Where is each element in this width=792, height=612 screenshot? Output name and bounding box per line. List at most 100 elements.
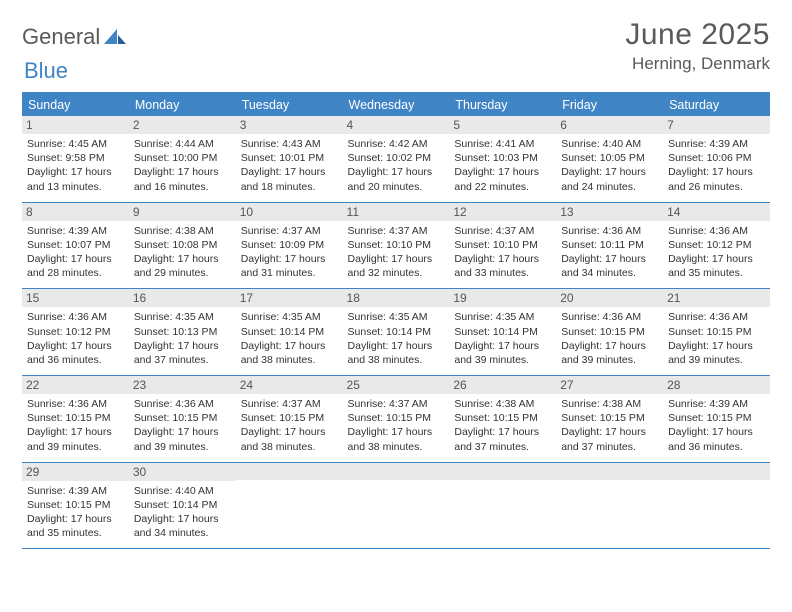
- day-number-bar: 16: [129, 289, 236, 307]
- day-body: [668, 483, 765, 535]
- sunset-line: Sunset: 10:12 PM: [668, 239, 751, 251]
- sunrise-line: Sunrise: 4:40 AM: [561, 138, 641, 150]
- day-number-bar: 12: [449, 203, 556, 221]
- week-row: 22 Sunrise: 4:36 AM Sunset: 10:15 PM Daylig…: [22, 376, 770, 463]
- day-number-bar: 9: [129, 203, 236, 221]
- day-cell: 26Sunrise: 4:38 AMSunset: 10:15 PMDaylig…: [449, 376, 556, 463]
- daylight-line: Daylight: 17 hours and 37 minutes.: [134, 340, 219, 366]
- sunset-line: Sunset: 10:15 PM: [27, 412, 110, 424]
- day-number-bar: 23: [129, 376, 236, 394]
- day-number-bar: 8: [22, 203, 129, 221]
- day-body: Sunrise: 4:36 AMSunset: 10:15 PMDaylight…: [134, 397, 231, 454]
- day-number-bar: 21: [663, 289, 770, 307]
- sunrise-line: Sunrise: 4:36 AM: [27, 398, 107, 410]
- day-cell: 9Sunrise: 4:38 AMSunset: 10:08 PMDayligh…: [129, 202, 236, 289]
- day-cell: 24 Sunrise: 4:37 AMSunset: 10:15 PMDaylig…: [236, 376, 343, 463]
- dow-thursday: Thursday: [449, 93, 556, 116]
- sunset-line: Sunset: 10:08 PM: [134, 239, 217, 251]
- dow-saturday: Saturday: [663, 93, 770, 116]
- daylight-line: Daylight: 17 hours and 24 minutes.: [561, 166, 646, 192]
- day-cell: 7 Sunrise: 4:39 AMSunset: 10:06 PMDayligh…: [663, 116, 770, 202]
- day-number-bar: 15: [22, 289, 129, 307]
- day-number-bar: 22: [22, 376, 129, 394]
- sunrise-line: Sunrise: 4:40 AM: [134, 485, 214, 497]
- daylight-line: Daylight: 17 hours and 38 minutes.: [348, 426, 433, 452]
- sunrise-line: Sunrise: 4:45 AM: [27, 138, 107, 150]
- sunrise-line: Sunrise: 4:36 AM: [561, 225, 641, 237]
- sunrise-line: Sunrise: 4:39 AM: [27, 485, 107, 497]
- sunrise-line: Sunrise: 4:37 AM: [241, 398, 321, 410]
- day-cell: 4Sunrise: 4:42 AMSunset: 10:02 PMDayligh…: [343, 116, 450, 202]
- day-number-bar: 26: [449, 376, 556, 394]
- days-of-week-row: Sunday Monday Tuesday Wednesday Thursday…: [22, 93, 770, 116]
- daylight-line: Daylight: 17 hours and 13 minutes.: [27, 166, 112, 192]
- daylight-line: Daylight: 17 hours and 33 minutes.: [454, 253, 539, 279]
- day-cell: 8Sunrise: 4:39 AMSunset: 10:07 PMDayligh…: [22, 202, 129, 289]
- day-body: Sunrise: 4:41 AMSunset: 10:03 PMDaylight…: [454, 137, 551, 194]
- daylight-line: Daylight: 17 hours and 36 minutes.: [27, 340, 112, 366]
- calendar-page: General June 2025 Herning, Denmark Blue …: [0, 0, 792, 567]
- sunset-line: Sunset: 10:11 PM: [561, 239, 644, 251]
- day-number-bar: 1: [22, 116, 129, 134]
- calendar-body: 1Sunrise: 4:45 AMSunset: 9:58 PMDaylight…: [22, 116, 770, 549]
- day-number-bar: 19: [449, 289, 556, 307]
- sunset-line: Sunset: 10:01 PM: [241, 152, 324, 164]
- day-cell: 22 Sunrise: 4:36 AM Sunset: 10:15 PM Daylig…: [22, 376, 129, 463]
- daylight-line: Daylight: 17 hours and 20 minutes.: [348, 166, 433, 192]
- sunset-line: Sunset: 10:15 PM: [454, 412, 537, 424]
- day-number-bar: 7: [663, 116, 770, 134]
- day-cell: 20 Sunrise: 4:36 AMSunset: 10:15 PMDaylig…: [556, 289, 663, 376]
- sunset-line: Sunset: 10:10 PM: [454, 239, 537, 251]
- day-body: Sunrise: 4:36 AM Sunset: 10:15 PM Daylight…: [27, 397, 124, 454]
- sunset-line: Sunset: 10:15 PM: [668, 326, 751, 338]
- sunrise-line: Sunrise: 4:39 AM: [668, 398, 748, 410]
- day-body: Sunrise: 4:35 AM Sunset: 10:13 PM Daylight…: [134, 310, 231, 367]
- day-body: Sunrise: 4:44 AMSunset: 10:00 PMDaylight…: [134, 137, 231, 194]
- day-cell: 1Sunrise: 4:45 AMSunset: 9:58 PMDaylight…: [22, 116, 129, 202]
- day-body: [454, 483, 551, 535]
- sunrise-line: Sunrise: 4:39 AM: [27, 225, 107, 237]
- sunset-line: Sunset: 10:14 PM: [134, 499, 217, 511]
- daylight-line: Daylight: 17 hours and 35 minutes.: [27, 513, 112, 539]
- sunset-line: Sunset: 10:13 PM: [134, 326, 217, 338]
- day-cell: [663, 462, 770, 549]
- daylight-line: Daylight: 17 hours and 39 minutes.: [668, 340, 753, 366]
- sunrise-line: Sunrise: 4:37 AM: [348, 225, 428, 237]
- dow-sunday: Sunday: [22, 93, 129, 116]
- daylight-line: Daylight: 17 hours and 39 minutes.: [27, 426, 112, 452]
- daylight-line: Daylight: 17 hours and 36 minutes.: [668, 426, 753, 452]
- sunset-line: Sunset: 10:00 PM: [134, 152, 217, 164]
- sunrise-line: Sunrise: 4:36 AM: [668, 311, 748, 323]
- day-cell: 25Sunrise: 4:37 AMSunset: 10:15 PMDaylig…: [343, 376, 450, 463]
- daylight-line: Daylight: 17 hours and 39 minutes.: [561, 340, 646, 366]
- month-title: June 2025: [625, 18, 770, 52]
- logo-word-2: Blue: [24, 58, 68, 83]
- day-body: Sunrise: 4:42 AMSunset: 10:02 PMDaylight…: [348, 137, 445, 194]
- day-number-bar: [663, 463, 770, 480]
- logo: General: [22, 18, 126, 50]
- day-body: [348, 483, 445, 535]
- sunset-line: Sunset: 10:05 PM: [561, 152, 644, 164]
- day-number-bar: 24: [236, 376, 343, 394]
- dow-friday: Friday: [556, 93, 663, 116]
- sunset-line: Sunset: 10:10 PM: [348, 239, 431, 251]
- day-number-bar: 2: [129, 116, 236, 134]
- day-body: Sunrise: 4:36 AMSunset: 10:15 PMDaylight…: [561, 310, 658, 367]
- day-cell: 21 Sunrise: 4:36 AM Sunset: 10:15 PM Daylig…: [663, 289, 770, 376]
- day-cell: [449, 462, 556, 549]
- sunset-line: Sunset: 10:15 PM: [668, 412, 751, 424]
- sunset-line: Sunset: 10:15 PM: [348, 412, 431, 424]
- day-cell: 5Sunrise: 4:41 AMSunset: 10:03 PMDayligh…: [449, 116, 556, 202]
- day-body: Sunrise: 4:38 AMSunset: 10:15 PMDaylight…: [561, 397, 658, 454]
- day-body: Sunrise: 4:35 AMSunset: 10:14 PMDaylight…: [454, 310, 551, 367]
- sunset-line: Sunset: 10:14 PM: [348, 326, 431, 338]
- sunrise-line: Sunrise: 4:35 AM: [134, 311, 214, 323]
- day-body: Sunrise: 4:37 AMSunset: 10:15 PMDaylight…: [348, 397, 445, 454]
- daylight-line: Daylight: 17 hours and 22 minutes.: [454, 166, 539, 192]
- day-body: Sunrise: 4:39 AMSunset: 10:06 PMDaylight…: [668, 137, 765, 194]
- day-number-bar: [236, 463, 343, 480]
- daylight-line: Daylight: 17 hours and 37 minutes.: [561, 426, 646, 452]
- day-body: Sunrise: 4:37 AMSunset: 10:15 PMDaylight…: [241, 397, 338, 454]
- sunrise-line: Sunrise: 4:41 AM: [454, 138, 534, 150]
- day-number-bar: 20: [556, 289, 663, 307]
